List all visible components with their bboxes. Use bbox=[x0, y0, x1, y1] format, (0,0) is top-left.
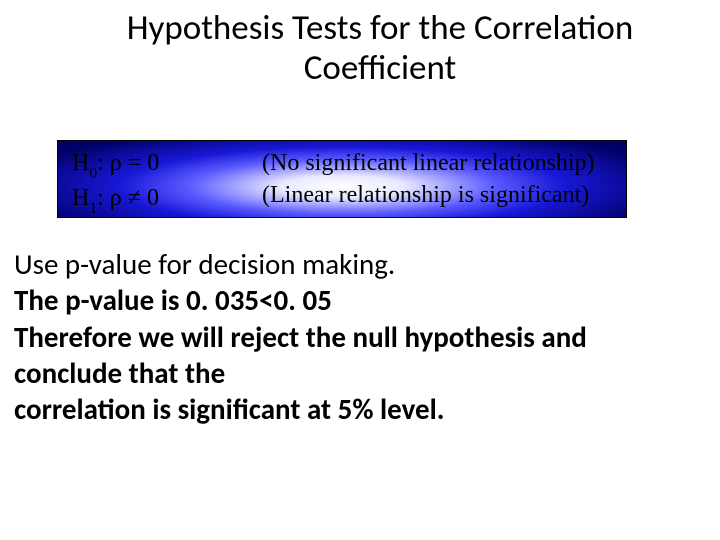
h0-subscript: 0 bbox=[89, 165, 97, 182]
hypothesis-box: H0: ρ = 0 H1: ρ ≠ 0 (No significant line… bbox=[57, 140, 627, 218]
slide: Hypothesis Tests for the Correlation Coe… bbox=[0, 0, 720, 540]
h1-statement: H1: ρ ≠ 0 bbox=[72, 182, 262, 217]
body-line-2: The p-value is 0. 035<0. 05 bbox=[14, 282, 700, 318]
body-line-1: Use p-value for decision making. bbox=[14, 246, 700, 282]
h0-description: (No significant linear relationship) bbox=[262, 147, 612, 179]
h1-equation: : ρ ≠ 0 bbox=[97, 185, 159, 211]
body-text: Use p-value for decision making. The p-v… bbox=[14, 246, 700, 427]
body-line-4: correlation is significant at 5% level. bbox=[14, 391, 700, 427]
h0-equation: : ρ = 0 bbox=[97, 150, 159, 176]
h0-symbol: H bbox=[72, 150, 89, 176]
h0-statement: H0: ρ = 0 bbox=[72, 147, 262, 182]
h1-symbol: H bbox=[72, 185, 89, 211]
hypothesis-right-column: (No significant linear relationship) (Li… bbox=[262, 147, 612, 217]
h1-subscript: 1 bbox=[89, 200, 97, 217]
h1-description: (Linear relationship is significant) bbox=[262, 179, 612, 211]
body-line-3: Therefore we will reject the null hypoth… bbox=[14, 319, 700, 392]
hypothesis-left-column: H0: ρ = 0 H1: ρ ≠ 0 bbox=[72, 147, 262, 217]
hypothesis-content: H0: ρ = 0 H1: ρ ≠ 0 (No significant line… bbox=[72, 147, 612, 217]
slide-title: Hypothesis Tests for the Correlation Coe… bbox=[70, 8, 690, 89]
